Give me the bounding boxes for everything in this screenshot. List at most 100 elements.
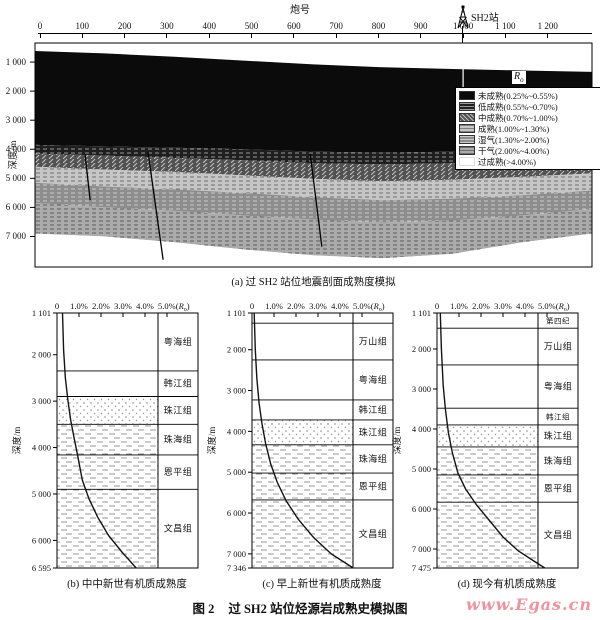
section-depth-label: 1 000 bbox=[5, 57, 26, 68]
formation-label: 珠海组 bbox=[544, 455, 573, 466]
watermark: www.Egas.cn bbox=[466, 595, 592, 614]
depth-tick-label: 2 000 bbox=[412, 344, 431, 354]
legend-label: 中成熟(0.70%~1.00%) bbox=[478, 112, 558, 123]
depth-tick-label: 6 000 bbox=[32, 535, 51, 545]
section-depth-label: 6 000 bbox=[5, 202, 26, 213]
x-tick bbox=[208, 33, 210, 38]
profile-panel-b: 0 1.0% 2.0% 3.0% 4.0% 5.0%(Ro) 1 101 2 000 3 000… bbox=[11, 301, 199, 573]
legend-row: 成熟(1.00%~1.30%) bbox=[459, 123, 597, 134]
formation-label: 恩平组 bbox=[164, 466, 193, 477]
figure-caption-number: 图 2 bbox=[192, 602, 215, 616]
legend-swatch bbox=[459, 135, 475, 144]
formation-label: 珠海组 bbox=[359, 453, 388, 464]
x-tick-label: 1 000 bbox=[452, 21, 474, 31]
zone-5 bbox=[35, 203, 592, 259]
legend-label: 干气(2.00%~4.00%) bbox=[478, 145, 550, 156]
section-depth-label: 4 000 bbox=[5, 144, 26, 155]
formation-label: 万山组 bbox=[359, 336, 388, 347]
pct-tick-label: 2.0% bbox=[287, 301, 305, 311]
formation-label: 珠海组 bbox=[164, 434, 193, 445]
legend-row: 过成熟(>4.00%) bbox=[459, 156, 597, 167]
x-tick bbox=[547, 33, 549, 38]
x-tick-label: 200 bbox=[117, 21, 132, 31]
cross-section-plot bbox=[30, 42, 593, 268]
depth-tick-label: 3 000 bbox=[227, 386, 246, 396]
caption-b: (b) 中中新世有机质成熟度 bbox=[67, 579, 187, 590]
depth-tick-label: 3 000 bbox=[32, 396, 51, 406]
x-tick bbox=[166, 33, 168, 38]
x-tick-label: 900 bbox=[414, 21, 428, 31]
x-tick-label: 700 bbox=[329, 21, 343, 31]
depth-tick-label: 5 000 bbox=[32, 489, 51, 499]
formation-label: 恩平组 bbox=[544, 483, 573, 494]
ro-curve bbox=[61, 312, 137, 569]
ro-curve bbox=[253, 312, 354, 569]
x-tick-label: 400 bbox=[202, 21, 216, 31]
depth-tick-label: 2 000 bbox=[32, 350, 51, 360]
fault-line-0 bbox=[84, 155, 91, 201]
fault-line-1 bbox=[147, 152, 164, 260]
formation-label: 韩江组 bbox=[164, 378, 193, 389]
x-tick bbox=[81, 33, 83, 38]
depth-tick-label: 6 595 bbox=[32, 563, 51, 573]
formation-label: 粤海组 bbox=[164, 336, 193, 347]
pct-tick-label: 2.0% bbox=[472, 301, 490, 311]
section-x-axis-line bbox=[38, 33, 592, 34]
pct-tick-label: 3.0% bbox=[494, 301, 512, 311]
depth-tick-label: 1 101 bbox=[227, 308, 246, 318]
legend-swatch bbox=[459, 157, 475, 166]
figure-caption: 图 2 过 SH2 站位烃源岩成熟史模拟图 bbox=[0, 598, 600, 617]
legend-swatch bbox=[459, 91, 475, 100]
maturity-legend: 未成熟(0.25%~0.55%) 低成熟(0.55%~0.70%) 中成熟(0.70… bbox=[455, 87, 600, 170]
station-line-upper bbox=[462, 26, 463, 43]
pct-tick-label: 5.0%(Ro) bbox=[158, 301, 190, 313]
zone-1 bbox=[35, 144, 592, 165]
x-tick-label: 0 bbox=[37, 21, 43, 31]
fault-line-2 bbox=[309, 153, 323, 247]
panel-y-axis-label: 深度/m bbox=[391, 427, 402, 455]
legend-title-sub: o bbox=[520, 76, 524, 84]
derrick-icon bbox=[457, 5, 469, 29]
legend-label: 成熟(1.00%~1.30%) bbox=[478, 123, 550, 134]
x-tick bbox=[420, 33, 422, 38]
pct-tick-label: 3.0% bbox=[114, 301, 132, 311]
depth-tick-label: 7 000 bbox=[227, 549, 246, 559]
x-tick-label: 800 bbox=[371, 21, 386, 31]
pct-tick-label: 4.0% bbox=[516, 301, 534, 311]
formation-label: 粤海组 bbox=[359, 374, 388, 385]
pct-tick-label: 2.0% bbox=[92, 301, 110, 311]
pct-tick-label: 4.0% bbox=[136, 301, 154, 311]
section-depth-label: 7 000 bbox=[5, 231, 26, 242]
x-tick bbox=[293, 33, 295, 38]
caption-a: (a) 过 SH2 站位地震剖面成熟度模拟 bbox=[231, 277, 396, 288]
legend-swatch bbox=[459, 146, 475, 155]
depth-tick-label: 6 000 bbox=[227, 508, 246, 518]
zone-6 bbox=[35, 233, 592, 267]
ro-curve bbox=[439, 312, 546, 569]
section-depth-label: 5 000 bbox=[5, 173, 26, 184]
depth-tick-label: 4 000 bbox=[412, 424, 431, 434]
formation-label: 珠江组 bbox=[544, 430, 573, 441]
x-tick bbox=[377, 33, 379, 38]
zone-4 bbox=[35, 182, 592, 223]
x-tick bbox=[39, 33, 41, 38]
depth-tick-label: 7 475 bbox=[412, 563, 431, 573]
depth-tick-label: 7 346 bbox=[227, 563, 246, 573]
formation-label: 粤海组 bbox=[544, 381, 573, 392]
legend-title-symbol: R bbox=[514, 71, 521, 82]
x-tick-label: 600 bbox=[287, 21, 301, 31]
pct-tick-label: 5.0%(Ro) bbox=[353, 301, 385, 313]
formation-label: 万山组 bbox=[544, 341, 573, 352]
legend-row: 干气(2.00%~4.00%) bbox=[459, 145, 597, 156]
depth-tick-label: 4 000 bbox=[227, 426, 246, 436]
section-depth-label: 3 000 bbox=[5, 115, 26, 126]
legend-swatch bbox=[459, 113, 475, 122]
section-depth-label: 2 000 bbox=[5, 86, 26, 97]
pct-tick-label: 5.0%(Ro) bbox=[538, 301, 570, 313]
legend-title: Ro bbox=[512, 71, 526, 84]
panel-y-axis-label: 深度/m bbox=[11, 427, 22, 455]
formation-label: 文昌组 bbox=[359, 528, 388, 539]
depth-tick-label: 1 101 bbox=[412, 308, 431, 318]
x-tick-label: 1 200 bbox=[537, 21, 558, 31]
pct-tick-label: 3.0% bbox=[309, 301, 327, 311]
